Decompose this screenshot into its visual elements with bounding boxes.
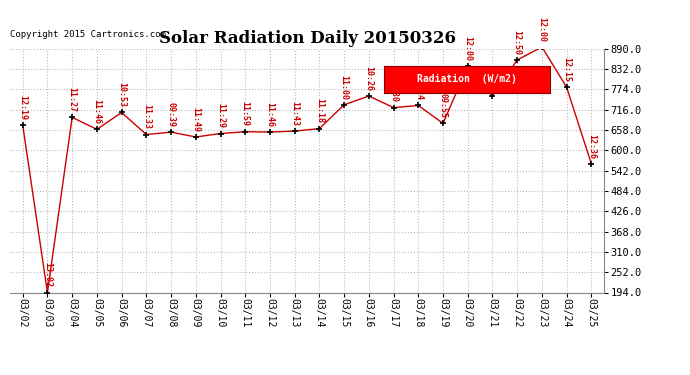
Text: 11:49: 11:49	[191, 107, 200, 132]
Text: 12:50: 12:50	[513, 30, 522, 55]
Text: 10:53: 10:53	[117, 82, 126, 107]
Text: 09:55: 09:55	[439, 93, 448, 118]
Text: 12:15: 12:15	[562, 57, 571, 82]
Text: 11:30: 11:30	[389, 77, 398, 102]
Text: 11:43: 11:43	[290, 101, 299, 126]
Text: 11:18: 11:18	[315, 98, 324, 123]
Text: 11:33: 11:33	[142, 104, 151, 129]
Title: Solar Radiation Daily 20150326: Solar Radiation Daily 20150326	[159, 30, 455, 47]
Text: Copyright 2015 Cartronics.com: Copyright 2015 Cartronics.com	[10, 30, 166, 39]
Text: 12:36: 12:36	[587, 134, 596, 159]
Text: 11:00: 11:00	[339, 75, 348, 99]
Text: 11:29: 11:29	[216, 103, 225, 128]
Text: 09:39: 09:39	[166, 102, 175, 127]
Text: 11:46: 11:46	[266, 102, 275, 127]
Text: 12:00: 12:00	[538, 17, 546, 42]
Text: 11:59: 11:59	[241, 102, 250, 126]
Text: 11:34: 11:34	[488, 66, 497, 91]
Text: 10:26: 10:26	[364, 66, 373, 91]
Text: 12:19: 12:19	[18, 95, 27, 120]
Text: 11:46: 11:46	[92, 99, 101, 124]
Text: 12:00: 12:00	[463, 36, 472, 61]
Text: 12:24: 12:24	[414, 75, 423, 100]
Text: 11:27: 11:27	[68, 87, 77, 112]
Text: 13:02: 13:02	[43, 262, 52, 287]
